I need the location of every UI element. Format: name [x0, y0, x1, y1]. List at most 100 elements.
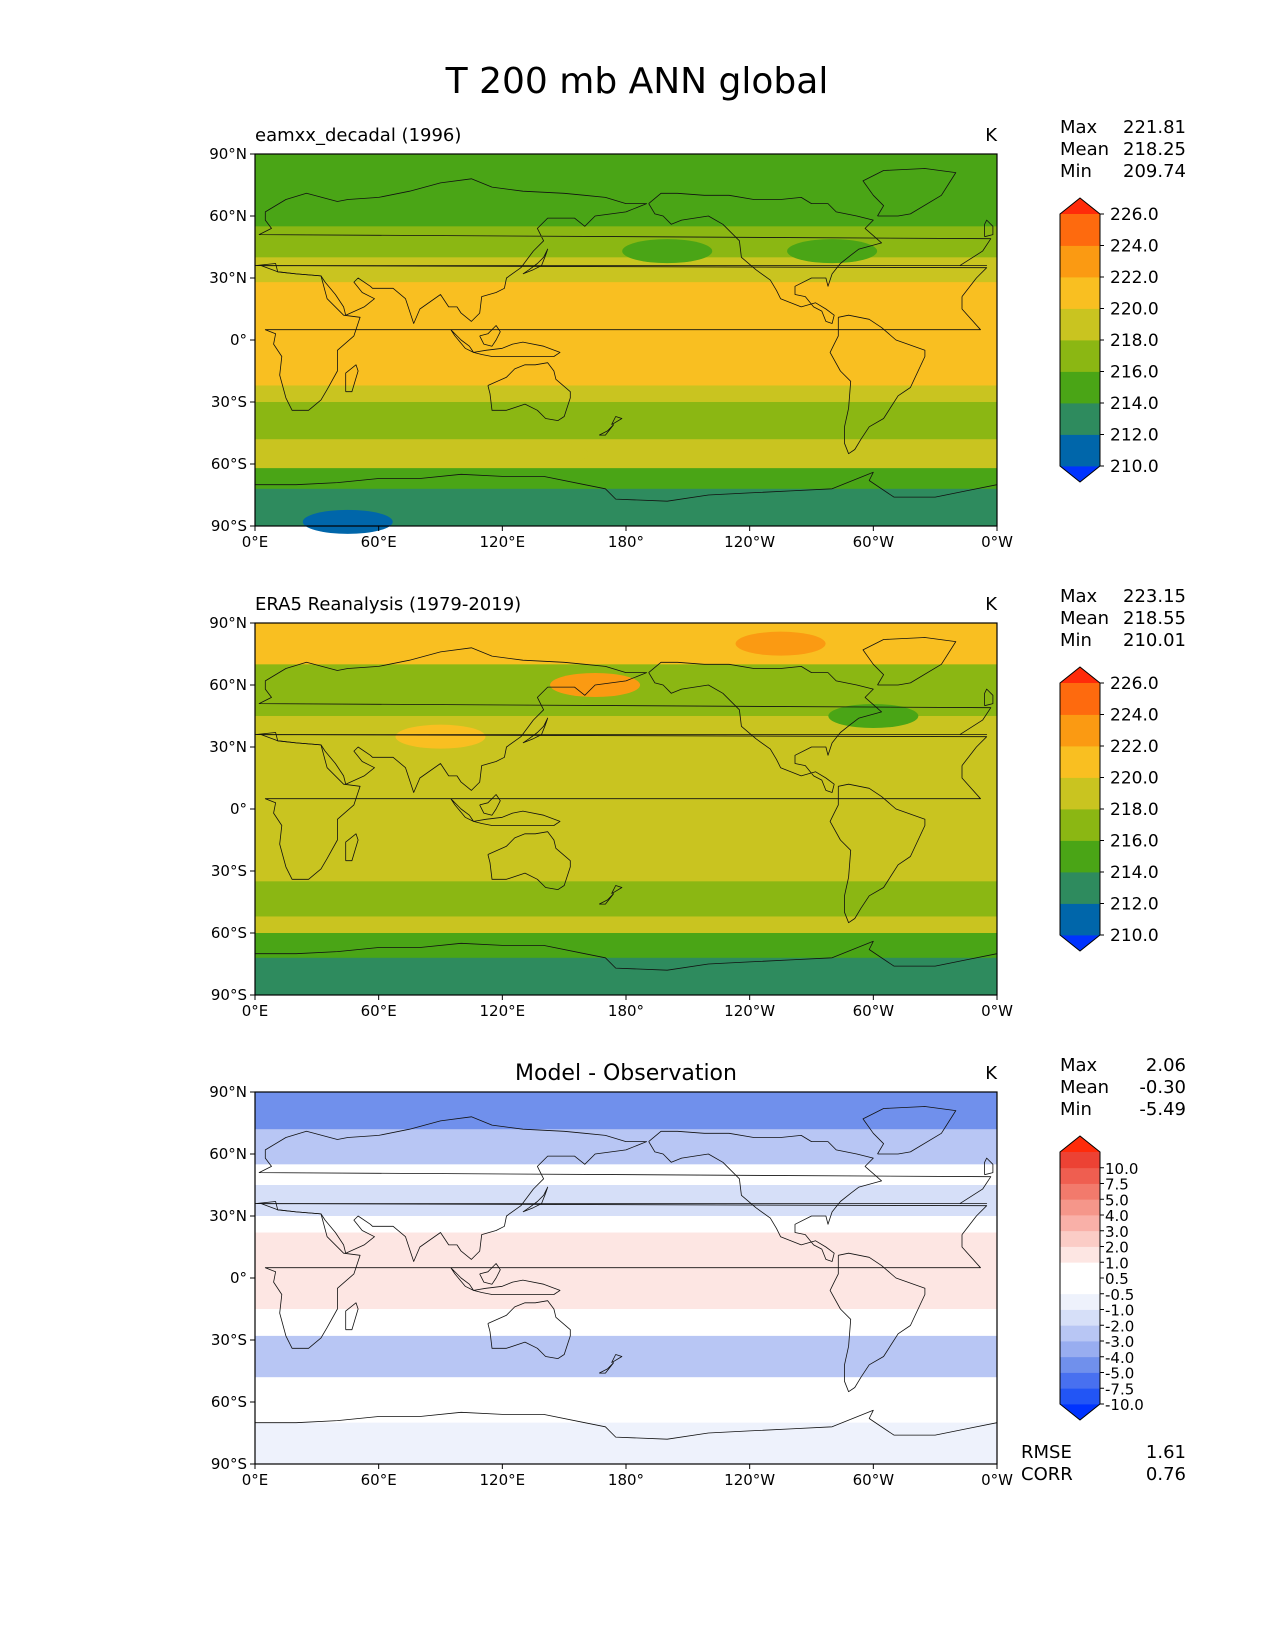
coastline-14	[599, 1362, 614, 1374]
colorbar-tick-label: -7.5	[1105, 1380, 1134, 1398]
panel-diff: 90°N 60°N 30°N 0° 30°S 60°S 90°S0°E 60°E 120°E 18…	[209, 1055, 1186, 1489]
colorbar-bin-7	[1060, 1278, 1100, 1295]
lat-tick-label: 60°N	[209, 207, 247, 225]
map-band-5	[255, 881, 997, 917]
stat-label: Mean	[1060, 1077, 1109, 1098]
metric-value: 0.76	[1146, 1464, 1186, 1485]
colorbar-tick-label: 4.0	[1105, 1207, 1129, 1225]
coastline-13	[611, 885, 623, 895]
lon-tick-label: 0°W	[981, 533, 1013, 551]
colorbar-tick-label: -10.0	[1105, 1396, 1144, 1414]
coastline-7	[522, 248, 549, 275]
colorbar-tick-label: 216.0	[1110, 363, 1159, 383]
lon-tick-label: 60°E	[361, 533, 397, 551]
colorbar-tick-label: 222.0	[1110, 268, 1159, 288]
colorbar-bin-4	[1060, 777, 1100, 810]
colorbar-tick-label: 212.0	[1110, 426, 1159, 446]
colorbar-tick-label: 2.0	[1105, 1239, 1129, 1257]
stat-value: 218.55	[1123, 608, 1186, 629]
lat-tick-label: 60°S	[211, 1393, 247, 1411]
metric-value: 1.61	[1146, 1442, 1186, 1463]
map-band-1	[255, 1129, 997, 1165]
lat-tick-label: 60°N	[209, 1145, 247, 1163]
coastline-9	[473, 810, 561, 826]
map-feature-2	[395, 724, 486, 749]
colorbar-tick-label: 1.0	[1105, 1254, 1129, 1272]
map-feature-3	[828, 704, 919, 728]
colorbar-tick-label: 226.0	[1110, 205, 1159, 225]
panel-obs: 90°N 60°N 30°N 0° 30°S 60°S 90°S0°E 60°E 120°E 18…	[209, 586, 1186, 1020]
colorbar-bin-0	[1060, 434, 1100, 467]
lon-tick-label: 0°W	[981, 1002, 1013, 1020]
stat-value: 210.01	[1123, 630, 1186, 651]
colorbar-tick-label: -2.0	[1105, 1317, 1134, 1335]
coastline-2	[487, 831, 571, 890]
lon-tick-label: 60°W	[853, 1002, 895, 1020]
colorbar-bin-5	[1060, 1309, 1100, 1326]
colorbar-tick-label: 220.0	[1110, 300, 1159, 320]
lon-tick-label: 0°W	[981, 1471, 1013, 1489]
lon-tick-label: 60°E	[361, 1002, 397, 1020]
colorbar-bin-3	[1060, 340, 1100, 372]
colorbar-bin-6	[1060, 245, 1100, 278]
colorbar-extend-min	[1060, 1404, 1100, 1420]
coastline-4	[829, 314, 926, 455]
lon-tick-label: 0°E	[242, 1471, 269, 1489]
stat-label: Min	[1060, 1099, 1092, 1120]
coastline-14	[599, 424, 614, 436]
lat-tick-label: 30°N	[209, 269, 247, 287]
coastline-8	[984, 1157, 994, 1176]
coastline-1	[260, 734, 988, 880]
colorbar-tick-label: 212.0	[1110, 895, 1159, 915]
map-band-6	[255, 1309, 997, 1337]
colorbar-bin-6	[1060, 1293, 1100, 1310]
stat-value: 221.81	[1123, 117, 1186, 138]
colorbar-bin-10	[1060, 1230, 1100, 1247]
colorbar-bin-5	[1060, 746, 1100, 778]
lat-tick-label: 90°S	[211, 517, 247, 535]
lon-tick-label: 60°W	[853, 533, 895, 551]
coastline-5	[862, 637, 957, 686]
colorbar-tick-label: 210.0	[1110, 926, 1159, 946]
coastline-2	[487, 362, 571, 422]
coastline-11	[479, 794, 501, 816]
colorbar-tick-label: 10.0	[1105, 1160, 1138, 1178]
coastline-10	[450, 1267, 474, 1291]
stat-label: Mean	[1060, 139, 1109, 160]
colorbar-tick-label: -1.0	[1105, 1302, 1134, 1320]
lon-tick-label: 180°	[608, 533, 644, 551]
colorbar-tick-label: 218.0	[1110, 331, 1159, 351]
map-band-7	[255, 933, 997, 959]
map-band-8	[255, 957, 997, 996]
colorbar-bin-3	[1060, 1341, 1100, 1358]
map-band-3	[255, 1185, 997, 1217]
colorbar-tick-label: 220.0	[1110, 769, 1159, 789]
stat-value: -5.49	[1139, 1099, 1186, 1120]
panel-title: ERA5 Reanalysis (1979-2019)	[255, 594, 521, 615]
stat-label: Max	[1060, 586, 1098, 607]
map-band-5	[255, 385, 997, 403]
coastline-9	[473, 341, 561, 357]
lat-tick-label: 60°S	[211, 924, 247, 942]
map-diff	[254, 1092, 998, 1465]
colorbar-bin-6	[1060, 714, 1100, 747]
colorbar-bin-2	[1060, 1356, 1100, 1373]
colorbar-bin-7	[1060, 683, 1100, 715]
lon-tick-label: 120°W	[724, 1002, 775, 1020]
coastline-10	[450, 798, 474, 822]
colorbar-extend-min	[1060, 935, 1100, 951]
panel-title: Model - Observation	[515, 1061, 737, 1086]
colorbar-tick-label: -3.0	[1105, 1333, 1134, 1351]
lat-tick-label: 30°S	[211, 393, 247, 411]
lat-tick-label: 60°N	[209, 676, 247, 694]
map-band-6	[255, 402, 997, 440]
colorbar-bin-3	[1060, 809, 1100, 841]
colorbar-tick-label: -0.5	[1105, 1286, 1134, 1304]
colorbar-tick-label: 5.0	[1105, 1191, 1129, 1209]
lon-tick-label: 120°W	[724, 533, 775, 551]
map-feature-0	[622, 239, 713, 264]
coastline-9	[473, 1279, 561, 1295]
colorbar-tick-label: -4.0	[1105, 1349, 1134, 1367]
coastline-14	[599, 893, 614, 905]
